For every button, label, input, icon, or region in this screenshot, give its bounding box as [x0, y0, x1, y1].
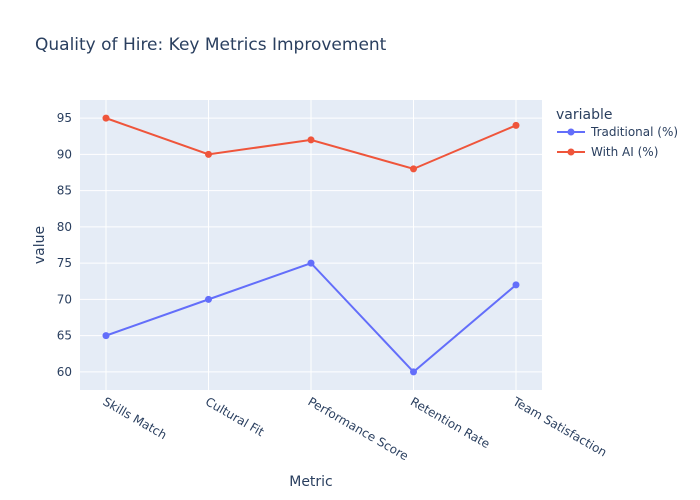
- x-tick-labels: Skills Match Cultural Fit Performance Scor…: [101, 394, 610, 463]
- series-1: [102, 259, 520, 376]
- x-tick-label: Skills Match: [101, 394, 170, 442]
- y-tick-label: 75: [57, 256, 72, 270]
- legend-label: Traditional (%): [590, 125, 678, 139]
- data-point: [205, 295, 212, 303]
- grid-lines: [80, 100, 542, 390]
- x-tick-label: Performance Score: [306, 394, 411, 463]
- data-point: [307, 136, 315, 144]
- y-tick-label: 65: [57, 329, 72, 343]
- data-point: [512, 121, 520, 129]
- legend-label: With AI (%): [591, 145, 658, 159]
- y-tick-label: 95: [57, 111, 72, 125]
- data-point: [102, 332, 110, 340]
- legend-swatch-marker: [567, 148, 575, 156]
- x-tick-label: Team Satisfaction: [510, 394, 610, 460]
- data-point: [102, 114, 110, 122]
- legend-swatch-marker: [567, 128, 575, 136]
- y-tick-label: 80: [57, 220, 72, 234]
- y-tick-label: 60: [57, 365, 72, 379]
- legend: variable Traditional (%) With AI (%): [556, 107, 678, 159]
- y-tick-labels: 60 65 70 75 80 85 90 95: [57, 111, 72, 379]
- y-tick-label: 85: [57, 184, 72, 198]
- data-point: [410, 368, 417, 376]
- legend-title: variable: [556, 107, 612, 123]
- x-axis-label: Metric: [289, 474, 333, 490]
- data-point: [410, 165, 417, 173]
- y-tick-label: 70: [57, 292, 72, 306]
- series-lines: [102, 114, 520, 376]
- y-tick-label: 90: [57, 147, 72, 161]
- chart-title: Quality of Hire: Key Metrics Improvement: [35, 35, 387, 55]
- legend-item: Traditional (%): [557, 125, 678, 139]
- legend-item: With AI (%): [557, 145, 658, 159]
- x-tick-label: Cultural Fit: [203, 394, 267, 439]
- series-2: [102, 114, 520, 173]
- x-tick-label: Retention Rate: [408, 394, 492, 451]
- data-point: [307, 259, 315, 267]
- data-point: [512, 281, 520, 289]
- data-point: [205, 150, 212, 158]
- y-axis-label: value: [32, 226, 48, 264]
